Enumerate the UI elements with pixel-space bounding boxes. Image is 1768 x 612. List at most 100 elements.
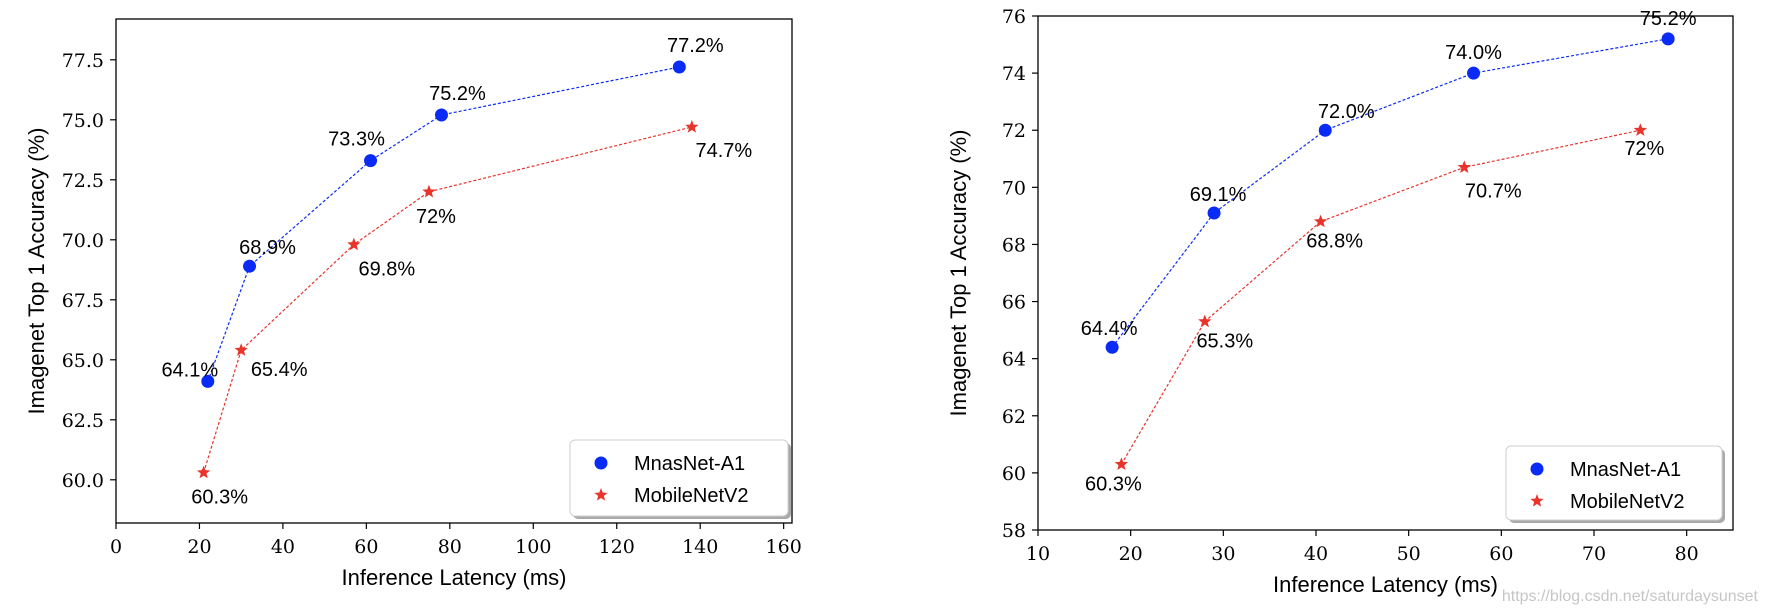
x-tick-label: 60 [354,536,378,558]
legend: MnasNet-A1 MobileNetV2 [1505,445,1725,523]
legend-label: MobileNetV2 [1570,491,1685,513]
x-tick-label: 30 [1211,543,1235,565]
plot-frame [1037,15,1734,531]
data-point-mobilenetv2 [1198,314,1212,328]
y-tick-label: 64 [1002,349,1026,371]
series-line-mobilenetv2 [203,126,692,473]
y-tick-label: 76 [1002,6,1026,28]
y-tick-label: 62.5 [62,410,104,432]
legend-label: MobileNetV2 [634,485,749,507]
data-point-mnasnet-a1 [243,259,257,273]
legend-marker-mobilenetv2 [1530,494,1544,507]
data-label: 70.7% [1465,180,1522,202]
data-point-mobilenetv2 [347,237,361,251]
data-label: 65.4% [251,359,308,381]
data-point-mnasnet-a1 [1207,206,1221,220]
data-point-mobilenetv2 [685,120,699,133]
y-tick-label: 58 [1002,520,1026,542]
data-label: 75.2% [429,83,486,105]
y-tick-label: 60.0 [62,470,104,492]
x-tick-label: 10 [1026,543,1050,565]
y-tick-label: 65.0 [62,350,104,372]
y-tick-label: 66 [1002,292,1026,314]
y-tick-label: 60 [1002,463,1026,485]
data-point-mnasnet-a1 [201,374,215,388]
data-point-mnasnet-a1 [434,108,448,122]
data-label: 60.3% [1085,473,1142,495]
data-point-mnasnet-a1 [672,60,686,74]
x-tick-label: 0 [110,536,122,558]
data-point-mobilenetv2 [1457,160,1471,174]
y-tick-label: 67.5 [62,290,104,312]
y-tick-label: 72 [1002,120,1026,142]
x-tick-label: 40 [1304,543,1328,565]
data-point-mobilenetv2 [1313,214,1328,228]
series-line-mnasnet-a1 [207,66,680,382]
x-axis-title: Inference Latency (ms) [342,565,567,590]
y-tick-label: 62 [1002,406,1026,428]
y-tick-label: 75.0 [62,110,104,132]
data-label: 68.8% [1306,231,1363,253]
x-tick-label: 120 [599,536,635,558]
legend-marker-mnasnet-a1 [1530,462,1544,476]
x-tick-label: 60 [1489,543,1513,565]
data-point-mnasnet-a1 [1661,32,1675,46]
data-label: 72% [1624,138,1664,160]
data-point-mobilenetv2 [1633,123,1647,136]
y-tick-label: 74 [1002,63,1026,85]
data-label: 60.3% [191,487,248,509]
data-label: 72.0% [1318,101,1375,123]
data-label: 72% [416,206,456,228]
y-tick-label: 70 [1002,177,1026,199]
x-tick-label: 100 [515,536,551,558]
y-tick-label: 72.5 [62,170,104,192]
y-axis-title: Imagenet Top 1 Accuracy (%) [24,128,49,415]
x-tick-label: 80 [1675,543,1699,565]
data-point-mnasnet-a1 [364,154,378,168]
x-tick-label: 20 [187,536,211,558]
legend-label: MnasNet-A1 [1570,459,1681,481]
data-point-mobilenetv2 [196,465,211,479]
data-point-mobilenetv2 [1114,457,1129,470]
data-point-mnasnet-a1 [1467,66,1481,80]
data-label: 68.9% [239,237,296,259]
data-label: 64.1% [161,359,218,381]
series-line-mobilenetv2 [1120,129,1641,465]
data-point-mnasnet-a1 [1105,340,1119,354]
legend-marker-mnasnet-a1 [594,456,608,470]
data-label: 75.2% [1640,8,1697,30]
data-point-mobilenetv2 [234,343,248,356]
x-tick-label: 20 [1119,543,1143,565]
plot-frame [115,18,793,524]
x-tick-label: 40 [271,536,295,558]
data-label: 77.2% [667,35,724,57]
x-axis-title: Inference Latency (ms) [1273,572,1498,597]
data-label: 69.1% [1190,184,1247,206]
data-label: 69.8% [358,259,415,281]
data-point-mobilenetv2 [422,184,436,198]
x-tick-label: 80 [438,536,462,558]
data-label: 74.7% [695,140,752,162]
data-label: 65.3% [1196,331,1253,353]
x-tick-label: 160 [766,536,802,558]
data-label: 73.3% [328,129,385,151]
legend-label: MnasNet-A1 [634,453,745,475]
y-tick-label: 68 [1002,234,1026,256]
legend: MnasNet-A1 MobileNetV2 [569,439,791,519]
y-tick-label: 77.5 [62,50,104,72]
y-axis-title: Imagenet Top 1 Accuracy (%) [946,130,971,417]
data-label: 64.4% [1081,318,1138,340]
watermark-text: https://blog.csdn.net/saturdaysunset [1501,588,1758,605]
legend-marker-mobilenetv2 [594,488,608,501]
data-point-mnasnet-a1 [1318,123,1332,137]
y-tick-label: 70.0 [62,230,104,252]
legend-box [569,439,789,517]
legend-box [1505,445,1723,521]
x-tick-label: 50 [1397,543,1421,565]
data-label: 74.0% [1445,42,1502,64]
x-tick-label: 140 [682,536,718,558]
right-chart: 10 20 30 40 50 60 70 80 58 60 62 64 66 68 70 72 74 76 Infe… [946,6,1734,597]
left-chart: 0 20 40 60 80 100 120 140 160 60.0 62.5 65.0 67.5 70.… [24,18,802,590]
x-tick-label: 70 [1582,543,1606,565]
